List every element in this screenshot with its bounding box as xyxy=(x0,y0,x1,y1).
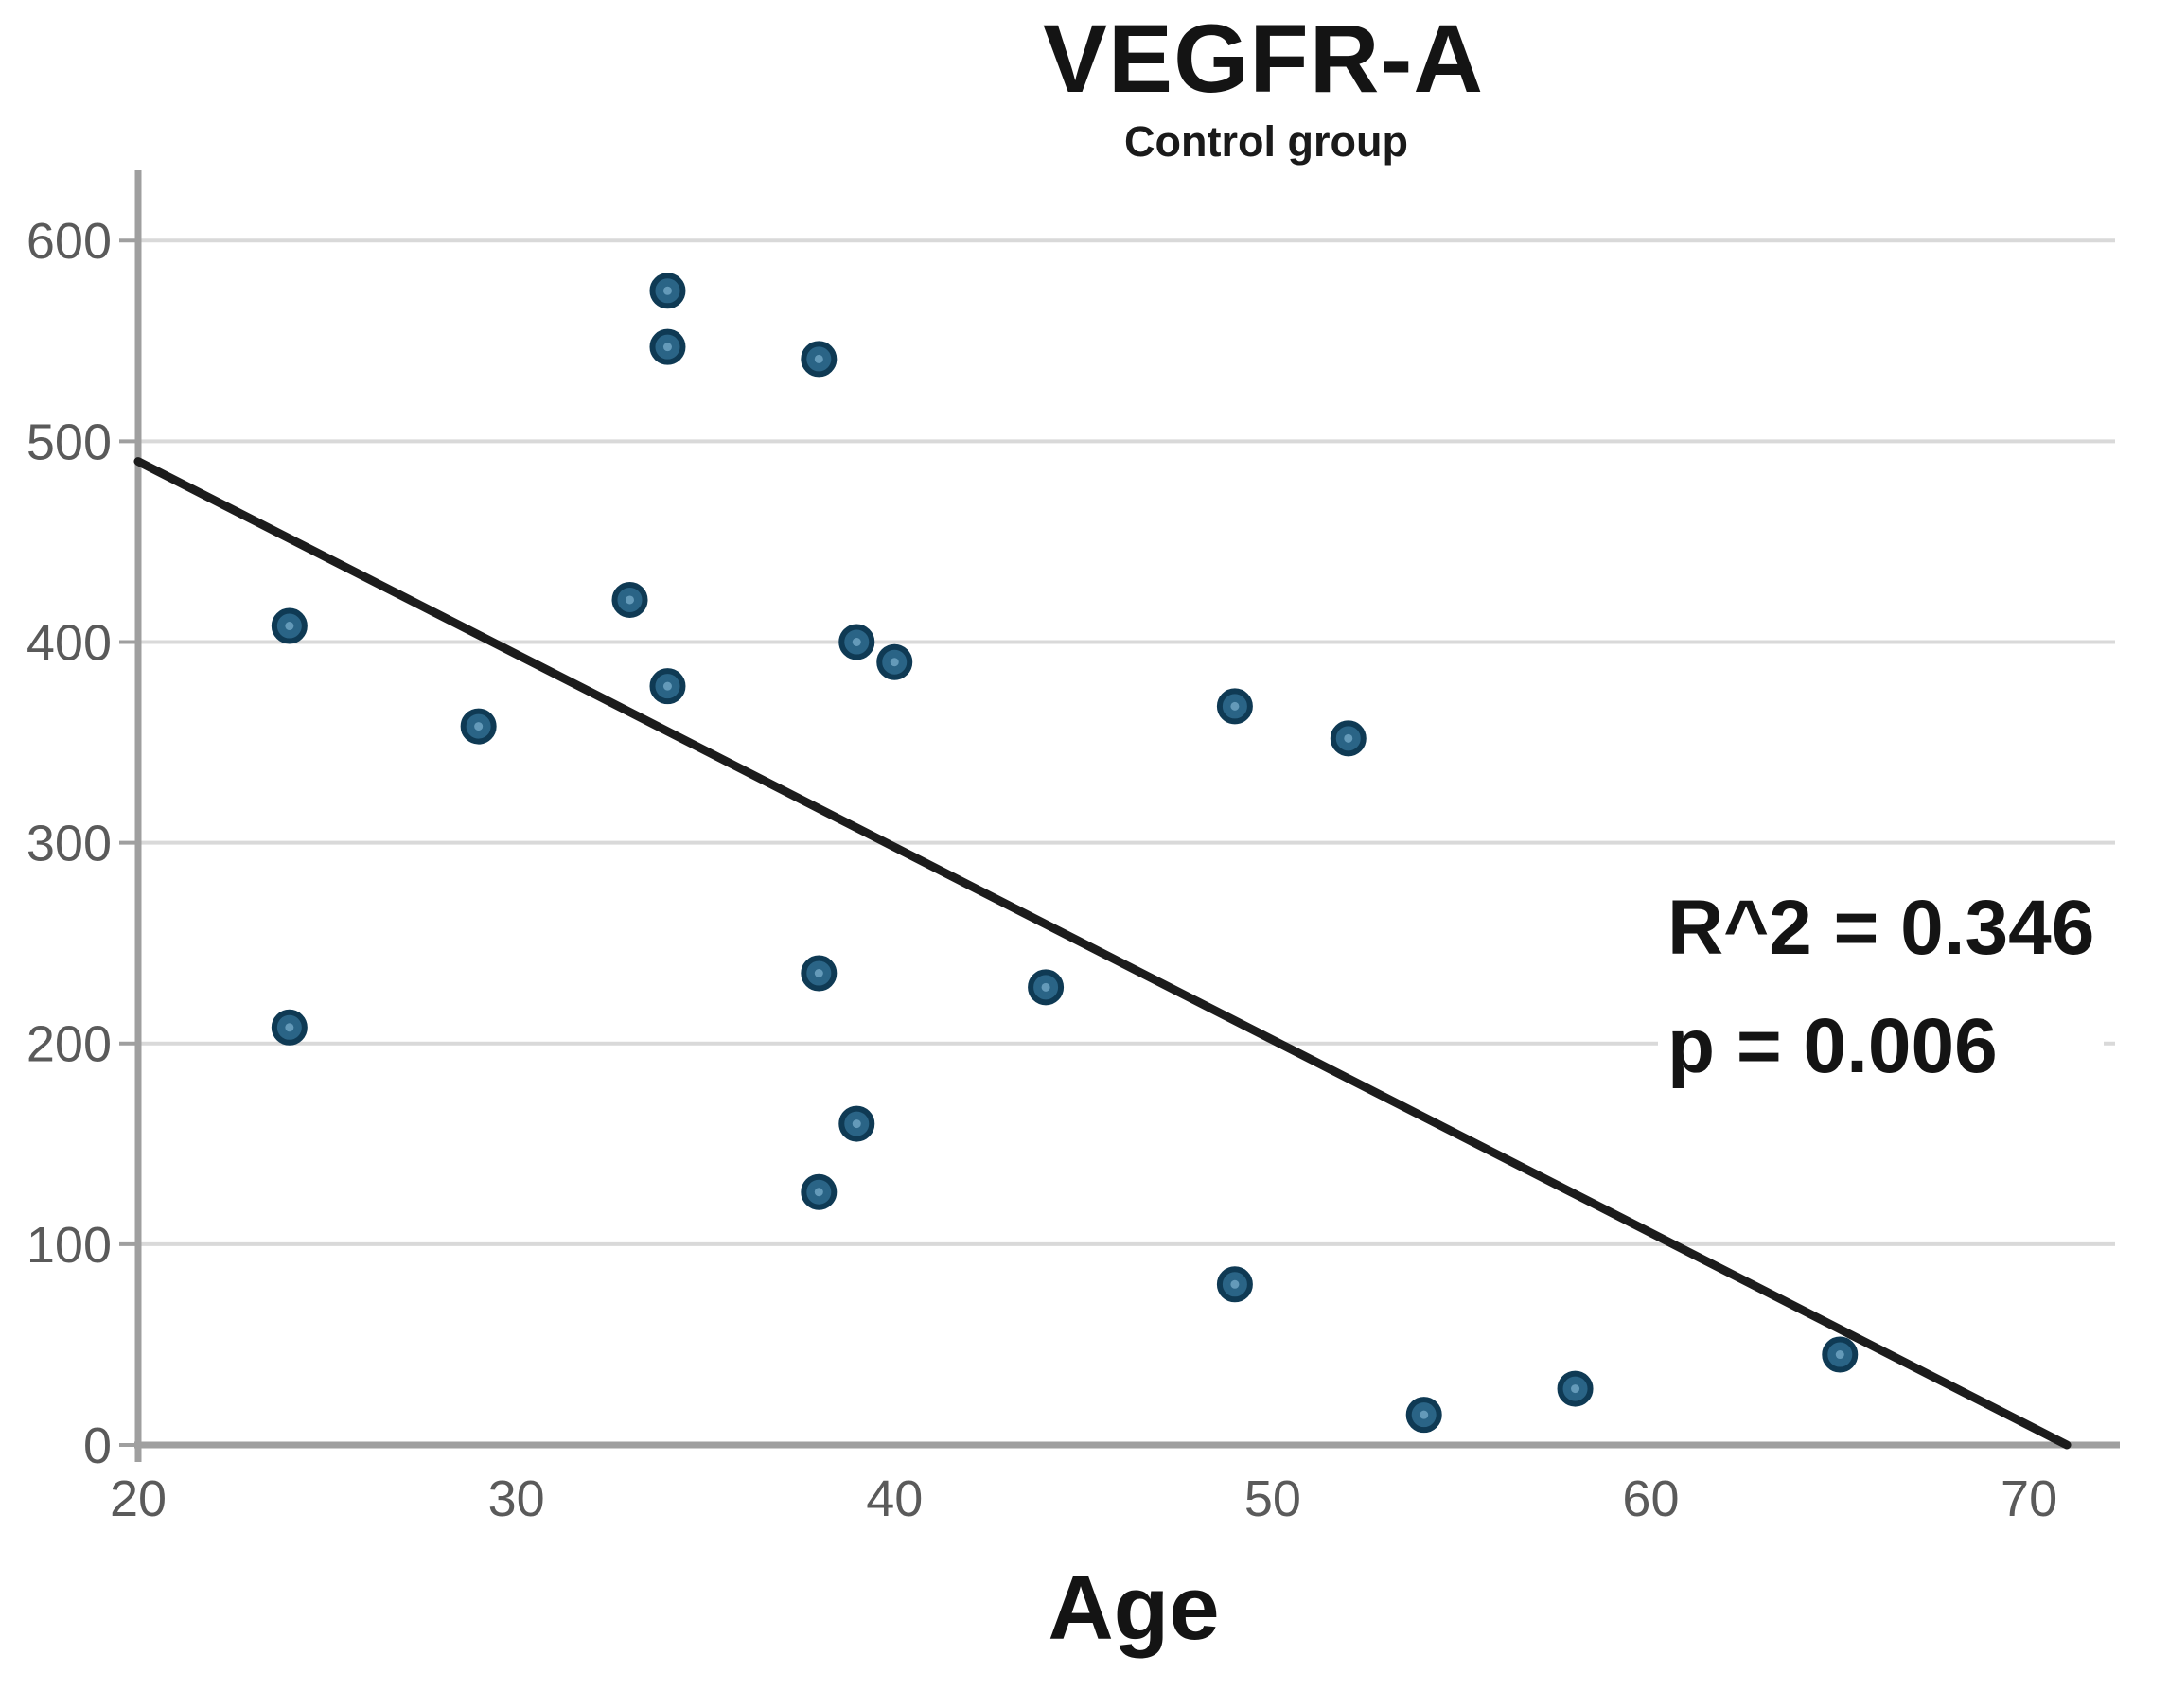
y-tick-label-600: 600 xyxy=(26,213,112,270)
y-tick-label-200: 200 xyxy=(26,1016,112,1073)
data-point-center xyxy=(626,595,635,605)
y-tick-label-0: 0 xyxy=(83,1417,112,1474)
data-point-center xyxy=(814,969,823,978)
data-point-center xyxy=(662,286,672,295)
data-point-center xyxy=(285,622,294,631)
data-point-center xyxy=(814,354,823,363)
data-point-center xyxy=(662,681,672,691)
x-axis-title: Age xyxy=(1048,1558,1220,1659)
data-point-center xyxy=(1835,1350,1844,1360)
chart-subtitle: Control group xyxy=(1124,117,1408,166)
r-squared-text: R^2 = 0.346 xyxy=(1667,885,2095,971)
x-tick-label-30: 30 xyxy=(488,1470,545,1527)
data-point-center xyxy=(1230,701,1240,711)
y-tick-label-300: 300 xyxy=(26,816,112,872)
x-tick-label-40: 40 xyxy=(866,1470,923,1527)
data-point-center xyxy=(852,637,861,646)
x-tick-label-70: 70 xyxy=(2001,1470,2057,1527)
data-point-center xyxy=(474,722,484,731)
data-point-center xyxy=(1571,1384,1580,1394)
data-point-center xyxy=(285,1023,294,1032)
data-point-center xyxy=(852,1119,861,1129)
regression-line xyxy=(133,457,2072,1450)
y-tick-label-100: 100 xyxy=(26,1217,112,1274)
x-tick-label-20: 20 xyxy=(110,1470,167,1527)
data-point-center xyxy=(1420,1410,1429,1419)
data-point-center xyxy=(1230,1279,1240,1289)
data-point-center xyxy=(662,343,672,352)
stats-annotation: R^2 = 0.346 p = 0.006 xyxy=(1658,869,2105,1106)
data-point-center xyxy=(1041,982,1050,992)
x-tick-label-50: 50 xyxy=(1244,1470,1301,1527)
data-point-center xyxy=(814,1188,823,1197)
x-tick-label-60: 60 xyxy=(1622,1470,1679,1527)
y-tick-label-400: 400 xyxy=(26,614,112,671)
y-tick-label-500: 500 xyxy=(26,414,112,470)
chart-title: VEGFR-A xyxy=(1043,5,1484,113)
data-point-center xyxy=(890,658,899,667)
p-value-text: p = 0.006 xyxy=(1667,1003,1998,1090)
data-point-center xyxy=(1344,733,1353,743)
